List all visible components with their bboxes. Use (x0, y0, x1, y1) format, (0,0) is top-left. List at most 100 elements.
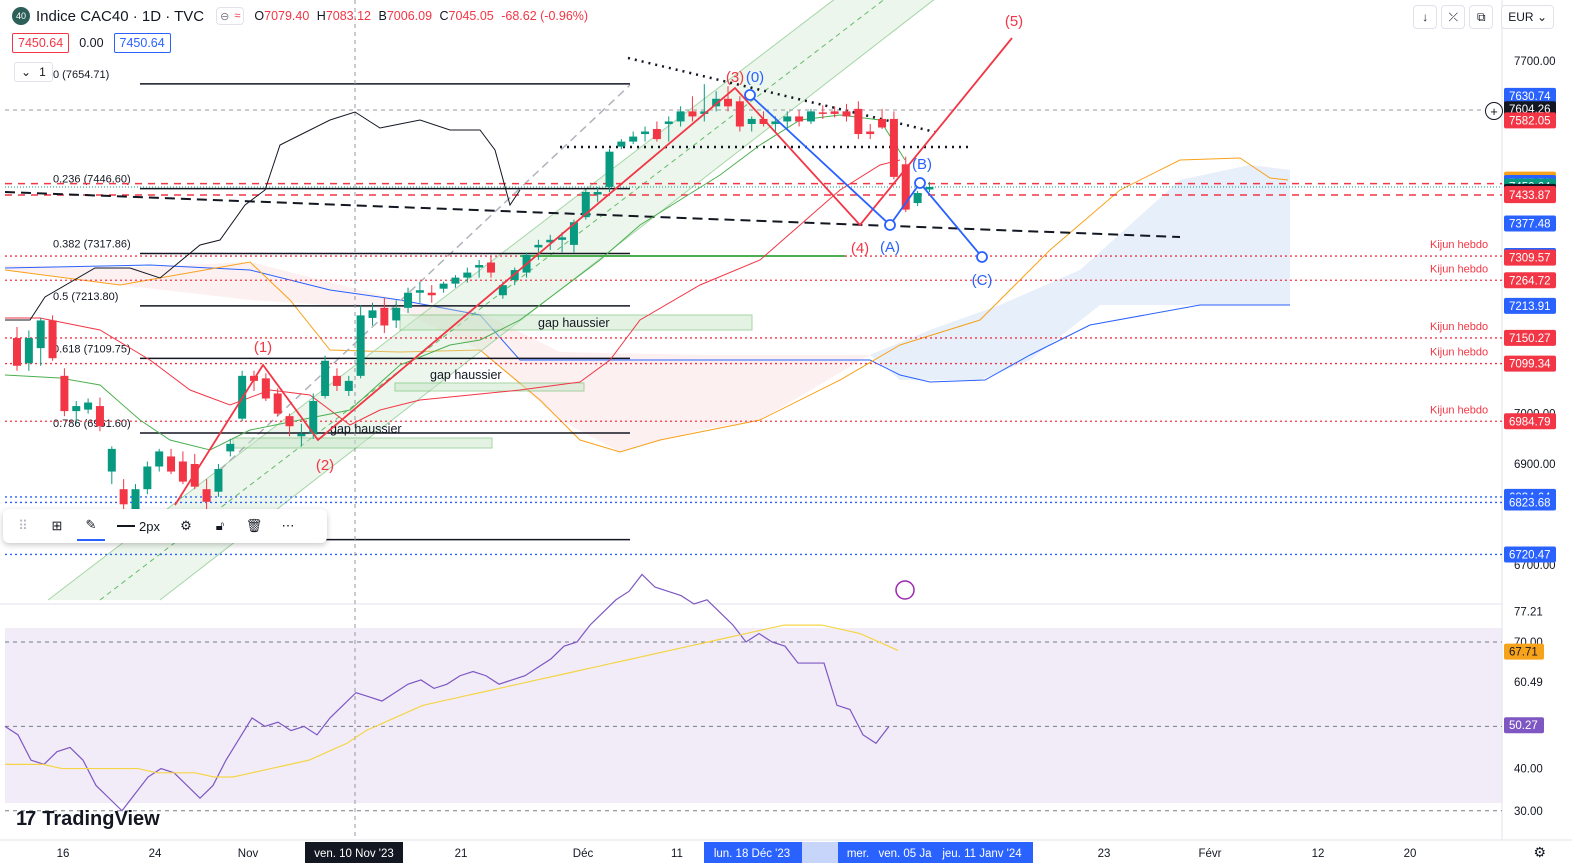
time-range-fill (802, 842, 838, 863)
time-tick: mer. (847, 848, 869, 860)
price-badge (1504, 297, 1556, 314)
chevron-down-icon[interactable]: ⌄ (21, 65, 32, 79)
fullscreen-x-icon[interactable]: ⤫ (1441, 5, 1466, 29)
kijun-hebdo-label: Kijun hebdo (1430, 239, 1488, 251)
symbol-title[interactable]: Indice CAC40 · 1D · TVC (36, 7, 205, 25)
candle-body (427, 292, 436, 296)
price-tick: 6700.00 (1514, 560, 1556, 572)
price-tick: 6900.00 (1514, 459, 1556, 471)
candle-body (735, 101, 744, 127)
price-badge (1504, 112, 1556, 129)
candle-body (380, 307, 389, 326)
candle-body (629, 136, 638, 142)
add-alert-icon[interactable]: + (1485, 102, 1503, 120)
indicator-chip[interactable]: ⌄ 1 (14, 62, 53, 82)
rsi-tick: 77.21 (1514, 607, 1543, 619)
time-tick: 20 (1404, 848, 1417, 860)
kijun-hebdo-label: Kijun hebdo (1430, 404, 1488, 416)
wave-label-red: (2) (316, 457, 334, 474)
gap-zone (394, 382, 585, 392)
price-badge-label: 7309.57 (1509, 253, 1551, 265)
hide-icon[interactable]: ⊖ (220, 10, 230, 23)
pencil-icon[interactable]: ✎ (77, 511, 105, 541)
rsi-badge (1504, 643, 1544, 660)
wave-label-red: (5) (1005, 13, 1023, 30)
gap-label: gap haussier (430, 368, 502, 382)
candle-body (759, 118, 768, 124)
price-badge-label: 7213.91 (1509, 301, 1551, 313)
price-badge (1504, 329, 1556, 346)
candle-body (143, 466, 152, 490)
price-badge-label: 7099.34 (1509, 359, 1551, 371)
time-tick: ven. 10 Nov '23 (314, 848, 394, 860)
time-tick: 24 (149, 848, 162, 860)
more-icon[interactable]: ⋯ (281, 518, 295, 533)
candle-body (95, 406, 104, 427)
candle-body (783, 116, 792, 122)
legend-toggle[interactable]: ⊖ ≈ (216, 7, 245, 25)
tv-mark-icon: 17 (16, 808, 36, 830)
drag-handle-icon[interactable]: ⠿ (18, 518, 28, 533)
tradingview-logo[interactable]: 17 TradingView (16, 808, 160, 830)
candle-body (72, 406, 81, 412)
candle-body (700, 111, 709, 114)
candle-body (167, 456, 176, 472)
price-badge-label: 7582.05 (1509, 115, 1551, 127)
gap-zone (399, 314, 753, 331)
channel-lower (47, 0, 835, 601)
candle-body (13, 338, 21, 366)
price-badge-label: 6984.79 (1509, 416, 1551, 428)
time-tick: 12 (1312, 848, 1325, 860)
wave-point (884, 219, 896, 231)
wave-label-blue: (C) (972, 272, 993, 289)
lock-icon[interactable]: 🔓︎ (215, 518, 225, 533)
buy-button[interactable]: 7450.64 (113, 33, 171, 53)
candle-body (581, 191, 590, 218)
ohlc-values: O7079.40 H7083.12 B7006.09 C7045.05 -68.… (254, 9, 589, 23)
trash-icon[interactable]: 🗑︎ (245, 518, 263, 533)
fib-level-label: 0.786 (6961.60) (53, 418, 131, 430)
price-badge-label: 6823.68 (1509, 497, 1551, 509)
time-tick: 21 (455, 848, 468, 860)
candle-body (439, 283, 448, 289)
candle-body (356, 315, 365, 376)
restore-icon[interactable]: ⧉ (1469, 5, 1494, 29)
candle-body (688, 111, 697, 117)
wave-label-red: (4) (851, 240, 869, 257)
candle-body (652, 129, 661, 140)
candle-body (415, 290, 424, 293)
candle-body (285, 416, 294, 427)
top-right-controls: ↓ ⤫ ⧉ EUR ⌄ (1413, 5, 1554, 29)
drawing-toolbar: ⠿ ⊞ ✎ 2px ⚙ 🔓︎ 🗑︎ ⋯ (3, 509, 327, 543)
candle-body (913, 192, 922, 204)
rsi-badge-label: 67.71 (1509, 647, 1538, 659)
wave-label-red: (1) (254, 339, 272, 356)
price-badge (1504, 272, 1556, 289)
wave-label-blue: (A) (880, 239, 900, 256)
candle-body (534, 244, 543, 248)
candle-body (818, 112, 827, 114)
template-icon[interactable]: ⊞ (51, 518, 63, 533)
candle-body (24, 338, 33, 364)
descending-dashed-trend (4, 191, 1181, 238)
candle-body (368, 310, 377, 318)
spread-value: 0.00 (79, 36, 104, 50)
wave-icon[interactable]: ≈ (234, 10, 241, 22)
candle-body (878, 118, 887, 128)
candle-body (664, 121, 673, 124)
sell-button[interactable]: 7450.64 (12, 33, 70, 53)
arrow-down-icon[interactable]: ↓ (1413, 5, 1438, 29)
currency-select[interactable]: EUR ⌄ (1501, 5, 1554, 29)
candle-body (724, 98, 732, 107)
gap-label: gap haussier (330, 422, 402, 436)
fib-level-label: 0.382 (7317.86) (53, 239, 131, 251)
settings-icon[interactable]: ⚙ (180, 518, 192, 533)
line-width-button[interactable]: 2px (111, 512, 166, 540)
uptrend-channel (48, 0, 934, 600)
candle-body (392, 307, 401, 321)
candle-body (463, 272, 472, 278)
gear-icon[interactable]: ⚙ (1533, 844, 1546, 860)
fib-level-label: 0.618 (7109.75) (53, 343, 131, 355)
fib-level-label: 0 (7654.71) (53, 69, 109, 81)
